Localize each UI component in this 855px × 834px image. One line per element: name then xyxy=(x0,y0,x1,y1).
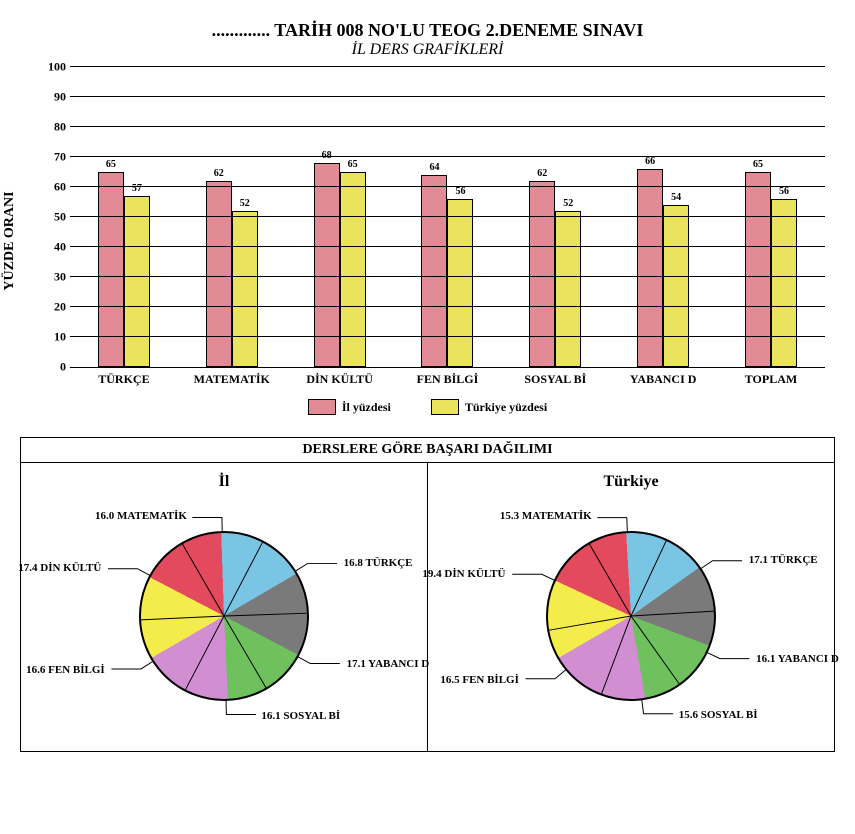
legend: İl yüzdesi Türkiye yüzdesi xyxy=(30,399,825,415)
legend-item: Türkiye yüzdesi xyxy=(431,399,547,415)
y-tick: 80 xyxy=(42,120,66,135)
bar-group: 6557 xyxy=(79,172,169,367)
y-tick: 60 xyxy=(42,180,66,195)
y-tick: 90 xyxy=(42,90,66,105)
y-axis-label: YÜZDE ORANI xyxy=(2,191,18,290)
bar: 65 xyxy=(745,172,771,367)
bar-group: 6456 xyxy=(402,175,492,367)
x-label: MATEMATİK xyxy=(187,372,277,387)
x-label: FEN BİLGİ xyxy=(402,372,492,387)
bar-value: 65 xyxy=(753,159,763,170)
bar-value: 62 xyxy=(537,168,547,179)
gridline xyxy=(70,126,825,127)
gridline xyxy=(70,66,825,67)
bar: 56 xyxy=(771,199,797,367)
legend-swatch xyxy=(308,399,336,415)
bar: 62 xyxy=(206,181,232,367)
bar-value: 57 xyxy=(132,183,142,194)
bar-group: 6654 xyxy=(618,169,708,367)
y-tick: 70 xyxy=(42,150,66,165)
bar-group: 6252 xyxy=(510,181,600,367)
bar-group: 6252 xyxy=(187,181,277,367)
main-title: ............. TARİH 008 NO'LU TEOG 2.DEN… xyxy=(20,20,835,41)
bar: 52 xyxy=(555,211,581,367)
bar-value: 62 xyxy=(214,168,224,179)
gridline xyxy=(70,246,825,247)
bar-value: 52 xyxy=(563,198,573,209)
bar: 65 xyxy=(98,172,124,367)
pie-cell: İl 16.0 MATEMATİK16.8 TÜRKÇE17.1 YABANCI … xyxy=(21,463,428,751)
bar-value: 56 xyxy=(455,186,465,197)
bar: 65 xyxy=(340,172,366,367)
y-tick: 40 xyxy=(42,240,66,255)
bar-value: 54 xyxy=(671,192,681,203)
bar: 54 xyxy=(663,205,689,367)
bar-group: 6556 xyxy=(726,172,816,367)
pie-overlay xyxy=(434,501,828,731)
pie-section: DERSLERE GÖRE BAŞARI DAĞILIMI İl 16.0 MAT… xyxy=(20,437,835,752)
y-tick: 20 xyxy=(42,300,66,315)
gridline xyxy=(70,96,825,97)
title-block: ............. TARİH 008 NO'LU TEOG 2.DEN… xyxy=(20,20,835,59)
x-label: TÜRKÇE xyxy=(79,372,169,387)
pie-wrap: 15.3 MATEMATİK17.1 TÜRKÇE16.1 YABANCI D1… xyxy=(434,501,828,731)
x-label: SOSYAL Bİ xyxy=(510,372,600,387)
x-label: YABANCI D xyxy=(618,372,708,387)
bar: 57 xyxy=(124,196,150,367)
bars-row: 6557625268656456625266546556 xyxy=(70,67,825,367)
y-tick: 30 xyxy=(42,270,66,285)
pie-overlay xyxy=(27,501,421,731)
pie-title: Türkiye xyxy=(434,473,828,491)
legend-swatch xyxy=(431,399,459,415)
gridline xyxy=(70,276,825,277)
bar-value: 65 xyxy=(348,159,358,170)
bar-value: 64 xyxy=(429,162,439,173)
legend-label: Türkiye yüzdesi xyxy=(465,400,547,415)
sub-title: İL DERS GRAFİKLERİ xyxy=(20,41,835,59)
bar-value: 52 xyxy=(240,198,250,209)
x-label: TOPLAM xyxy=(726,372,816,387)
pie-section-title: DERSLERE GÖRE BAŞARI DAĞILIMI xyxy=(21,438,834,463)
bar-value: 65 xyxy=(106,159,116,170)
pie-cell: Türkiye 15.3 MATEMATİK17.1 TÜRKÇE16.1 YAB… xyxy=(428,463,834,751)
gridline xyxy=(70,216,825,217)
y-tick: 0 xyxy=(42,360,66,375)
pie-title: İl xyxy=(27,473,421,491)
x-label: DİN KÜLTÜ xyxy=(295,372,385,387)
y-tick: 50 xyxy=(42,210,66,225)
bar-value: 56 xyxy=(779,186,789,197)
bar: 52 xyxy=(232,211,258,367)
bar: 64 xyxy=(421,175,447,367)
bar-chart: YÜZDE ORANI 6557625268656456625266546556… xyxy=(30,67,825,415)
plot-area: 6557625268656456625266546556 01020304050… xyxy=(70,67,825,368)
legend-label: İl yüzdesi xyxy=(342,400,391,415)
gridline xyxy=(70,306,825,307)
gridline xyxy=(70,186,825,187)
legend-item: İl yüzdesi xyxy=(308,399,391,415)
bar: 66 xyxy=(637,169,663,367)
bar: 56 xyxy=(447,199,473,367)
bar: 62 xyxy=(529,181,555,367)
pie-grid: İl 16.0 MATEMATİK16.8 TÜRKÇE17.1 YABANCI … xyxy=(21,463,834,751)
pie-wrap: 16.0 MATEMATİK16.8 TÜRKÇE17.1 YABANCI D1… xyxy=(27,501,421,731)
y-tick: 100 xyxy=(42,60,66,75)
x-axis-labels: TÜRKÇE MATEMATİK DİN KÜLTÜ FEN BİLGİ SOSYAL … xyxy=(70,372,825,387)
y-tick: 10 xyxy=(42,330,66,345)
bar-value: 66 xyxy=(645,156,655,167)
gridline xyxy=(70,336,825,337)
gridline xyxy=(70,156,825,157)
